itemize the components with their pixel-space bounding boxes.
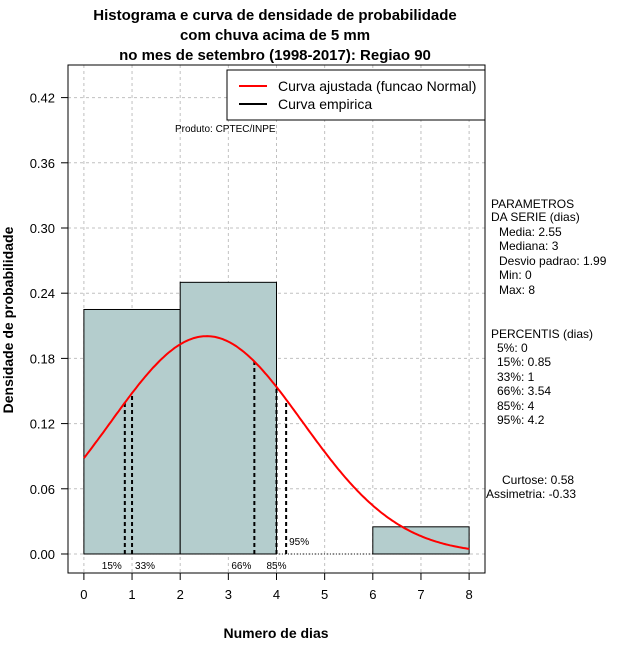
histogram-bar — [372, 526, 470, 555]
x-tick-label: 3 — [225, 587, 232, 602]
param-media: Media: 2.55 — [499, 225, 562, 239]
y-tick-label: 0.12 — [30, 417, 55, 432]
percentil-95: 95%: 4.2 — [497, 413, 545, 427]
param-mediana: Mediana: 3 — [499, 239, 559, 253]
y-tick-label: 0.18 — [30, 351, 55, 366]
y-tick-label: 0.06 — [30, 482, 55, 497]
x-tick-label: 4 — [273, 587, 280, 602]
y-tick-label: 0.42 — [30, 91, 55, 106]
y-tick-label: 0.30 — [30, 221, 55, 236]
chart-title-line1: Histograma e curva de densidade de proba… — [93, 7, 456, 24]
x-tick-label: 8 — [465, 587, 472, 602]
x-axis: 0 1 2 3 4 5 6 7 8 — [80, 573, 473, 602]
params-title-1: PARAMETROS — [491, 197, 574, 211]
percentil-15: 15%: 0.85 — [497, 355, 551, 369]
percentile-label: 85% — [266, 561, 286, 572]
x-tick-label: 6 — [369, 587, 376, 602]
percentile-label: 33% — [135, 561, 155, 572]
y-axis: 0.00 0.06 0.12 0.18 0.24 0.30 0.36 0.42 — [30, 91, 68, 562]
bars — [83, 281, 470, 555]
assimetria: Assimetria: -0.33 — [486, 487, 576, 501]
percentile-lines — [123, 361, 288, 554]
percentil-33: 33%: 1 — [497, 370, 535, 384]
percentile-labels: 15% 33% 66% 85% 95% — [102, 537, 309, 572]
histogram-bar — [179, 281, 277, 555]
legend-label-empirical: Curva empirica — [278, 96, 372, 112]
chart-title-line3: no mes de setembro (1998-2017): Regiao 9… — [119, 47, 431, 64]
percentile-label: 66% — [231, 561, 251, 572]
percentil-85: 85%: 4 — [497, 399, 535, 413]
percentil-66: 66%: 3.54 — [497, 384, 551, 398]
x-axis-label: Numero de dias — [223, 625, 328, 641]
percentile-label: 15% — [102, 561, 122, 572]
product-credit: Produto: CPTEC/INPE — [175, 124, 276, 135]
x-tick-label: 1 — [128, 587, 135, 602]
x-tick-label: 7 — [417, 587, 424, 602]
param-desvio: Desvio padrao: 1.99 — [499, 254, 607, 268]
normal-curve — [83, 335, 470, 550]
x-tick-label: 2 — [177, 587, 184, 602]
stats-panel: PARAMETROS DA SERIE (dias) Media: 2.55 M… — [486, 197, 607, 501]
param-max: Max: 8 — [499, 283, 535, 297]
param-min: Min: 0 — [499, 268, 532, 282]
x-tick-label: 5 — [321, 587, 328, 602]
legend: Curva ajustada (funcao Normal) Curva emp… — [226, 69, 486, 121]
percentile-label: 95% — [289, 537, 309, 548]
y-axis-label: Densidade de probabilidade — [0, 226, 16, 413]
percentis-title: PERCENTIS (dias) — [491, 327, 593, 341]
legend-label-fitted: Curva ajustada (funcao Normal) — [278, 78, 476, 94]
curtose: Curtose: 0.58 — [502, 473, 574, 487]
y-tick-label: 0.36 — [30, 156, 55, 171]
x-tick-label: 0 — [80, 587, 87, 602]
percentil-5: 5%: 0 — [497, 341, 528, 355]
y-tick-label: 0.24 — [30, 286, 55, 301]
y-tick-label: 0.00 — [30, 547, 55, 562]
params-title-2: DA SERIE (dias) — [491, 210, 580, 224]
chart-title-line2: com chuva acima de 5 mm — [180, 27, 370, 44]
